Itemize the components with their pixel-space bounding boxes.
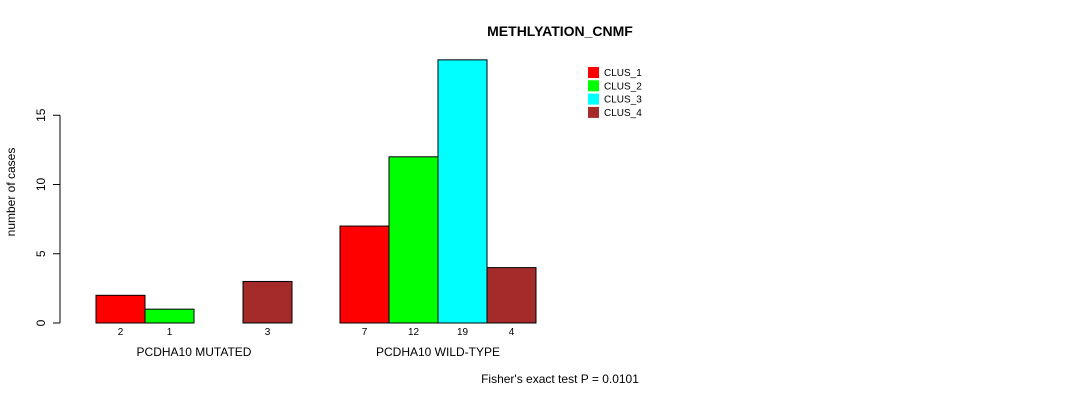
legend-label-clus-4: CLUS_4	[604, 108, 642, 119]
bar-count-label: 3	[265, 327, 271, 338]
legend-label-clus-3: CLUS_3	[604, 95, 642, 106]
y-tick-label: 5	[34, 250, 48, 257]
bar-clus-3-group-2	[437, 59, 488, 324]
legend-swatch-clus-1	[588, 67, 599, 78]
bar-count-label: 1	[167, 327, 173, 338]
bar-count-label: 12	[408, 327, 420, 338]
bar-count-label: 7	[362, 327, 368, 338]
bar-clus-1-group-1	[95, 294, 146, 324]
group-labels: PCDHA10 MUTATED PCDHA10 WILD-TYPE	[137, 345, 500, 359]
legend-label-clus-1: CLUS_1	[604, 68, 642, 79]
y-axis-label: number of cases	[4, 148, 18, 237]
bars	[95, 59, 537, 324]
group-label-2: PCDHA10 WILD-TYPE	[376, 345, 500, 359]
legend-swatch-clus-3	[588, 93, 599, 105]
y-tick-label: 10	[34, 178, 48, 192]
legend: CLUS_1 CLUS_2 CLUS_3 CLUS_4	[588, 67, 642, 119]
group-label-1: PCDHA10 MUTATED	[137, 345, 252, 359]
legend-swatch-clus-2	[588, 80, 599, 92]
legend-label-clus-2: CLUS_2	[604, 81, 642, 92]
y-axis: 0 5 10 15	[34, 108, 61, 326]
bar-count-label: 2	[118, 327, 124, 338]
chart-title: METHLYATION_CNMF	[487, 23, 633, 39]
bar-count-label: 4	[509, 327, 515, 338]
y-tick-label: 0	[34, 319, 48, 326]
y-tick-label: 15	[34, 108, 48, 122]
bar-labels: 2 1 3 7 12 19 4	[118, 327, 515, 338]
bar-clus-2-group-1	[144, 308, 195, 324]
legend-swatch-clus-4	[588, 106, 599, 118]
bar-clus-4-group-2	[486, 267, 537, 324]
bar-count-label: 19	[457, 327, 469, 338]
bar-clus-2-group-2	[388, 156, 439, 324]
footnote: Fisher's exact test P = 0.0101	[481, 372, 639, 386]
bar-clus-1-group-2	[339, 225, 390, 324]
bar-clus-4-group-1	[242, 280, 293, 324]
